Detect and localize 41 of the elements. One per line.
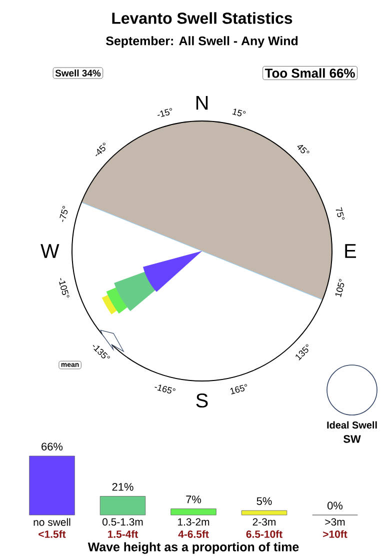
text: N bbox=[196, 96, 208, 110]
text: Too Small 66% bbox=[264, 68, 355, 78]
text: -75° bbox=[60, 206, 68, 222]
text: W bbox=[40, 244, 60, 258]
text: September: All Swell - Any Wind bbox=[106, 36, 298, 48]
data-label: 21% bbox=[112, 483, 134, 491]
text: Levanto Swell Statistics bbox=[112, 12, 292, 24]
text: -15° bbox=[157, 108, 172, 118]
text: SW bbox=[344, 435, 361, 443]
data-label: 7% bbox=[186, 496, 202, 504]
text: 105° bbox=[335, 279, 344, 298]
text: >10ft bbox=[323, 530, 348, 538]
text: Ideal Swell bbox=[327, 421, 377, 429]
text: 4-6.5ft bbox=[178, 530, 209, 538]
data-label: 5% bbox=[256, 497, 272, 506]
bar bbox=[241, 510, 288, 516]
text: 15° bbox=[232, 108, 246, 116]
x-tick-label: no swell bbox=[34, 518, 70, 526]
data-label: 66% bbox=[42, 442, 63, 450]
text: E bbox=[345, 244, 356, 258]
data-label: 0% bbox=[328, 502, 343, 510]
x-tick-label: 0.5-1.3m bbox=[102, 518, 143, 526]
text: Swell 34% bbox=[55, 70, 101, 77]
text: -45° bbox=[96, 142, 106, 156]
text: <1.5ft bbox=[38, 530, 66, 538]
bar bbox=[29, 456, 75, 516]
x-tick-label: >3m bbox=[325, 518, 345, 526]
bar bbox=[170, 508, 216, 516]
text: 6.5-10ft bbox=[246, 530, 282, 538]
x-tick-label: 2-3m bbox=[252, 518, 276, 526]
x-tick-label: 1.3-2m bbox=[178, 518, 210, 526]
text: S bbox=[196, 393, 208, 408]
text: -165° bbox=[154, 384, 176, 394]
text: 45° bbox=[297, 145, 310, 154]
text: -105° bbox=[59, 278, 70, 298]
text: -135° bbox=[92, 345, 110, 358]
text: 75° bbox=[336, 207, 345, 220]
text: 1.5-4ft bbox=[108, 530, 138, 538]
text: 165° bbox=[230, 384, 247, 394]
x-axis-title: Wave height as a proportion of time bbox=[88, 542, 299, 554]
bar bbox=[100, 496, 146, 516]
